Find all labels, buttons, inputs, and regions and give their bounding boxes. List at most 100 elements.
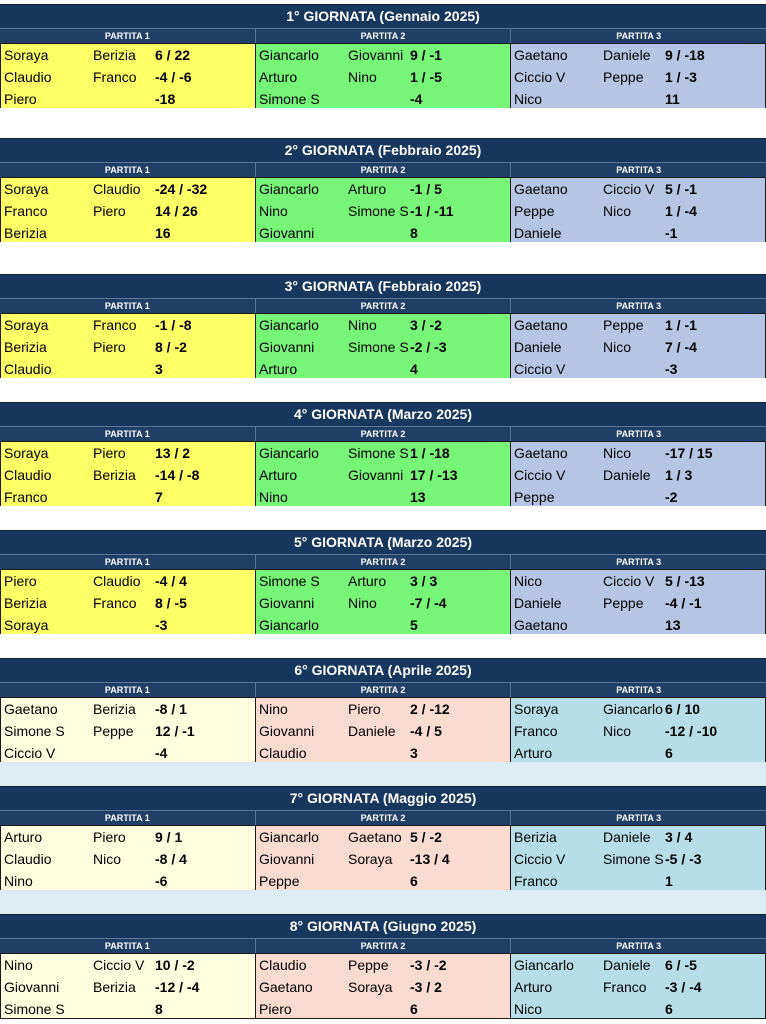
partita-1: Gaetano Berizia -8 / 1 Simone S Peppe 12 / -1… [1, 698, 256, 762]
table-row: Nino Ciccio V 10 / -2 [1, 954, 255, 976]
score: 1 / 3 [665, 467, 693, 483]
partita-label: PARTITA 1 [0, 299, 256, 313]
player-name: Giancarlo [259, 47, 319, 63]
player-name: Ciccio V [514, 69, 566, 85]
player-name: Simone S [348, 445, 409, 461]
player-name: Peppe [603, 317, 644, 333]
partita-header-row: PARTITA 1 PARTITA 2 PARTITA 3 [0, 554, 766, 569]
giornata-block: 6° GIORNATA (Aprile 2025) PARTITA 1 PARTIT… [0, 658, 766, 763]
partita-label: PARTITA 1 [0, 427, 256, 441]
partite-rows: Soraya Piero 13 / 2 Claudio Berizia -14 / -8 F… [0, 441, 766, 507]
player-name: Daniele [603, 957, 651, 973]
partita-1: Arturo Piero 9 / 1 Claudio Nico -8 / 4 Nino -6 [1, 826, 256, 890]
partita-2: Simone S Arturo 3 / 3 Giovanni Nino -7 / -4 Gi… [256, 570, 511, 634]
player-name: Giovanni [259, 723, 315, 739]
player-name: Franco [514, 723, 558, 739]
partita-1: Soraya Berizia 6 / 22 Claudio Franco -4 / -6 P… [1, 44, 256, 108]
score: 1 / -5 [410, 69, 442, 85]
partita-label: PARTITA 2 [256, 683, 512, 697]
separator-band [0, 762, 766, 786]
partite-rows: Gaetano Berizia -8 / 1 Simone S Peppe 12 / -1… [0, 697, 766, 763]
player-name: Gaetano [514, 181, 568, 197]
player-name: Berizia [4, 595, 47, 611]
score: 1 / -18 [410, 445, 450, 461]
partita-label: PARTITA 1 [0, 939, 256, 953]
partita-1: Soraya Piero 13 / 2 Claudio Berizia -14 / -8 F… [1, 442, 256, 506]
player-name: Claudio [4, 851, 52, 867]
table-row: Franco 1 [511, 870, 765, 892]
player-name: Giovanni [259, 225, 315, 241]
player-name: Piero [93, 339, 126, 355]
partita-label: PARTITA 3 [616, 165, 662, 175]
player-name: Giancarlo [259, 829, 319, 845]
partite-rows: Soraya Berizia 6 / 22 Claudio Franco -4 / -6 P… [0, 43, 766, 109]
giornata-block: 7° GIORNATA (Maggio 2025) PARTITA 1 PARTIT… [0, 786, 766, 891]
table-row: Peppe Nico 1 / -4 [511, 200, 765, 222]
score: 14 / 26 [155, 203, 198, 219]
player-name: Piero [93, 829, 126, 845]
player-name: Gaetano [514, 317, 568, 333]
player-name: Claudio [4, 361, 52, 377]
table-row: Giancarlo 5 [256, 614, 510, 636]
player-name: Giovanni [259, 339, 315, 355]
partita-header-row: PARTITA 1 PARTITA 2 PARTITA 3 [0, 810, 766, 825]
score: 13 [410, 489, 426, 505]
player-name: Nino [4, 957, 33, 973]
table-row: Ciccio V Simone S -5 / -3 [511, 848, 765, 870]
score: 10 / -2 [155, 957, 195, 973]
player-name: Ciccio V [514, 851, 566, 867]
score: 13 / 2 [155, 445, 191, 461]
player-name: Nino [4, 873, 33, 889]
player-name: Arturo [514, 979, 553, 995]
table-row: Nico Ciccio V 5 / -13 [511, 570, 765, 592]
player-name: Simone S [4, 723, 65, 739]
score: 3 [410, 745, 418, 761]
partita-label: PARTITA 3 [616, 429, 662, 439]
table-row: Soraya Berizia 6 / 22 [1, 44, 255, 66]
player-name: Daniele [603, 829, 651, 845]
player-name: Giancarlo [259, 617, 319, 633]
giornata-title: 2° GIORNATA (Febbraio 2025) [0, 138, 766, 162]
table-row: Nino Simone S -1 / -11 [256, 200, 510, 222]
partita-2: Giancarlo Nino 3 / -2 Giovanni Simone S -2 / … [256, 314, 511, 378]
partita-label: PARTITA 3 [616, 557, 662, 567]
player-name: Giancarlo [259, 445, 319, 461]
table-row: Claudio Franco -4 / -6 [1, 66, 255, 88]
score: 6 [665, 1001, 673, 1017]
table-row: Soraya -3 [1, 614, 255, 636]
table-row: Ciccio V Peppe 1 / -3 [511, 66, 765, 88]
giornata-block: 2° GIORNATA (Febbraio 2025) PARTITA 1 PART… [0, 138, 766, 243]
player-name: Nino [348, 595, 377, 611]
player-name: Soraya [4, 445, 49, 461]
table-row: Giancarlo Arturo -1 / 5 [256, 178, 510, 200]
player-name: Simone S [348, 339, 409, 355]
score: 3 / 4 [665, 829, 693, 845]
partita-1: Piero Claudio -4 / 4 Berizia Franco 8 / -5 Sor… [1, 570, 256, 634]
partita-3: Gaetano Daniele 9 / -18 Ciccio V Peppe 1 / -3… [511, 44, 765, 108]
player-name: Berizia [93, 979, 136, 995]
score: 5 / -1 [665, 181, 697, 197]
partita-label: PARTITA 2 [256, 29, 512, 43]
table-row: Gaetano Ciccio V 5 / -1 [511, 178, 765, 200]
table-row: Claudio 3 [256, 742, 510, 764]
table-row: Piero Claudio -4 / 4 [1, 570, 255, 592]
score: -1 / -8 [155, 317, 192, 333]
partita-label: PARTITA 2 [256, 939, 512, 953]
player-name: Franco [514, 873, 558, 889]
player-name: Nico [603, 203, 632, 219]
player-name: Peppe [514, 489, 555, 505]
table-row: Franco Piero 14 / 26 [1, 200, 255, 222]
table-row: Gaetano Daniele 9 / -18 [511, 44, 765, 66]
partita-label: PARTITA 1 [0, 683, 256, 697]
partita-label: PARTITA 1 [0, 29, 256, 43]
score: 9 / -18 [665, 47, 705, 63]
partita-label: PARTITA 2 [256, 811, 512, 825]
score: -8 / 4 [155, 851, 187, 867]
player-name: Giancarlo [259, 317, 319, 333]
score: -24 / -32 [155, 181, 208, 197]
player-name: Giovanni [259, 595, 315, 611]
table-row: Berizia Piero 8 / -2 [1, 336, 255, 358]
score: -4 [155, 745, 168, 761]
score: -8 / 1 [155, 701, 187, 717]
